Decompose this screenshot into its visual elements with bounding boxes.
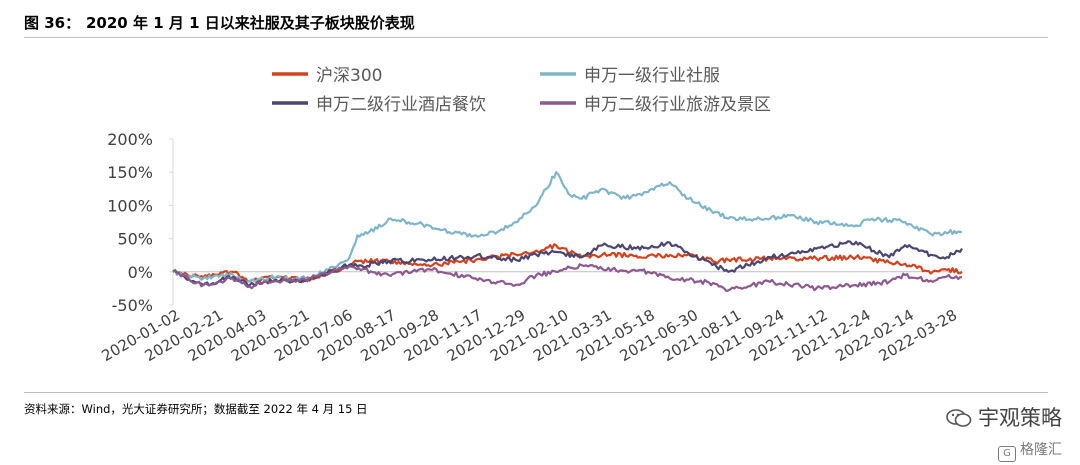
wechat-icon — [946, 408, 972, 428]
figure-title-text: 2020 年 1 月 1 日以来社服及其子板块股价表现 — [86, 14, 415, 32]
y-tick-label: 0% — [128, 263, 153, 282]
y-tick-label: 100% — [107, 196, 153, 215]
legend-label: 沪深300 — [316, 66, 382, 86]
figure-number: 图 36： — [24, 14, 81, 32]
source-note: 资料来源：Wind，光大证券研究所；数据截至 2022 年 4 月 15 日 — [24, 402, 368, 416]
watermark-sub: G 格隆汇 — [998, 439, 1062, 462]
legend-label: 申万二级行业旅游及景区 — [584, 95, 771, 115]
y-tick-label: 150% — [107, 163, 153, 182]
line-chart: -50%0%50%100%150%200%2020-01-022020-02-2… — [98, 66, 963, 365]
watermark-sub-text: 格隆汇 — [1020, 442, 1062, 458]
legend-label: 申万一级行业社服 — [584, 66, 720, 86]
series-line — [172, 171, 962, 284]
y-tick-label: 200% — [107, 130, 153, 149]
watermark-main: 宇观策略 — [946, 402, 1062, 432]
top-divider — [24, 37, 1048, 38]
figure-title: 图 36： 2020 年 1 月 1 日以来社服及其子板块股价表现 — [24, 12, 415, 33]
legend-label: 申万二级行业酒店餐饮 — [316, 95, 486, 115]
series-line — [172, 243, 963, 283]
series-line — [172, 263, 963, 293]
y-tick-label: 50% — [117, 230, 153, 249]
y-tick-label: -50% — [112, 296, 153, 315]
gelonghui-icon: G — [998, 446, 1016, 462]
bottom-divider — [24, 392, 1048, 393]
watermark-text: 宇观策略 — [978, 406, 1062, 430]
